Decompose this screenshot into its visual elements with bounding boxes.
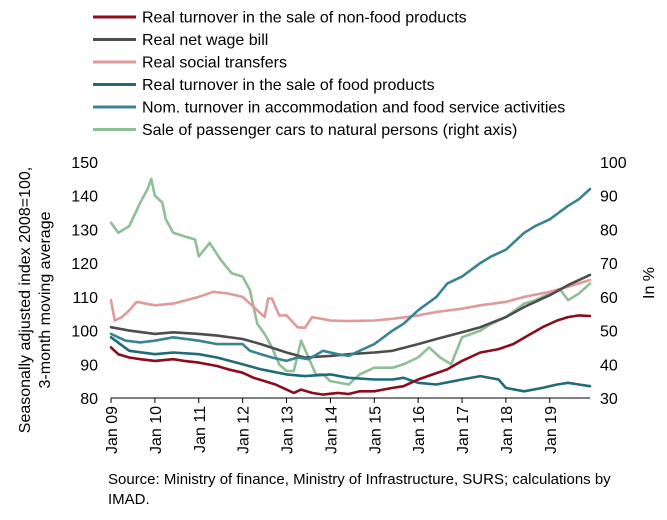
y-axis-left: 80 90 100 110 120 130 140 150 <box>71 155 98 408</box>
x-tick-label: Jan 16 <box>411 406 428 454</box>
x-tick-label: Jan 12 <box>236 406 253 454</box>
x-tick-label: Jan 14 <box>323 406 340 454</box>
y2-tick-label: 100 <box>600 155 627 172</box>
source-note: Source: Ministry of finance, Ministry of… <box>108 471 611 508</box>
y2-tick-label: 80 <box>600 222 618 239</box>
legend-label: Real net wage bill <box>142 32 268 49</box>
y-tick-label: 130 <box>71 222 98 239</box>
legend: Real turnover in the sale of non-food pr… <box>93 10 565 139</box>
legend-label: Real turnover in the sale of non-food pr… <box>142 10 467 27</box>
y2-tick-label: 70 <box>600 256 618 273</box>
y-tick-label: 100 <box>71 324 98 341</box>
x-tick-label: Jan 11 <box>192 406 209 453</box>
series-line-5 <box>109 187 592 363</box>
series-line-2 <box>109 273 592 359</box>
x-tick-label: Jan 10 <box>148 406 165 454</box>
legend-label: Nom. turnover in accommodation and food … <box>142 100 565 117</box>
y-tick-label: 80 <box>80 391 98 408</box>
x-tick-label: Jan 18 <box>499 406 516 454</box>
plot-area: Jan 09 Jan 10 Jan 11 Jan 12 Jan 13 Jan 14 Jan … <box>71 155 627 454</box>
series-line-3 <box>109 278 592 330</box>
y-axis-right: 30 40 50 60 70 80 90 100 <box>600 155 627 408</box>
y-axis-title: Seasonally adjusted index 2008=100, 3-mon… <box>17 167 54 433</box>
series-lines <box>109 177 592 396</box>
x-tick-label: Jan 19 <box>543 406 560 454</box>
y2-tick-label: 50 <box>600 324 618 341</box>
y2-tick-label: 30 <box>600 391 618 408</box>
series-line-1 <box>109 314 592 396</box>
y2-axis-title: In % <box>641 267 658 299</box>
x-tick-label: Jan 13 <box>280 406 297 454</box>
x-tick-label: Jan 17 <box>455 406 472 454</box>
x-tick-label: Jan 09 <box>104 406 121 454</box>
legend-label: Real turnover in the sale of food produc… <box>142 77 435 94</box>
y-axis-title-line: Seasonally adjusted index 2008=100, <box>17 167 34 433</box>
y-axis-title-line: 3-month moving average <box>37 211 54 388</box>
x-tick-label: Jan 15 <box>367 406 384 454</box>
y-tick-label: 110 <box>72 290 98 307</box>
y2-tick-label: 60 <box>600 290 618 307</box>
legend-label: Sale of passenger cars to natural person… <box>142 122 517 139</box>
y2-tick-label: 90 <box>600 189 618 206</box>
series-line-4 <box>109 336 592 393</box>
y-tick-label: 140 <box>71 189 98 206</box>
y-tick-label: 150 <box>71 155 98 172</box>
y2-tick-label: 40 <box>600 357 618 374</box>
x-axis: Jan 09 Jan 10 Jan 11 Jan 12 Jan 13 Jan 14 Jan … <box>104 398 560 454</box>
legend-label: Real social transfers <box>142 55 287 72</box>
y-tick-label: 120 <box>71 256 98 273</box>
y-tick-label: 90 <box>80 357 98 374</box>
